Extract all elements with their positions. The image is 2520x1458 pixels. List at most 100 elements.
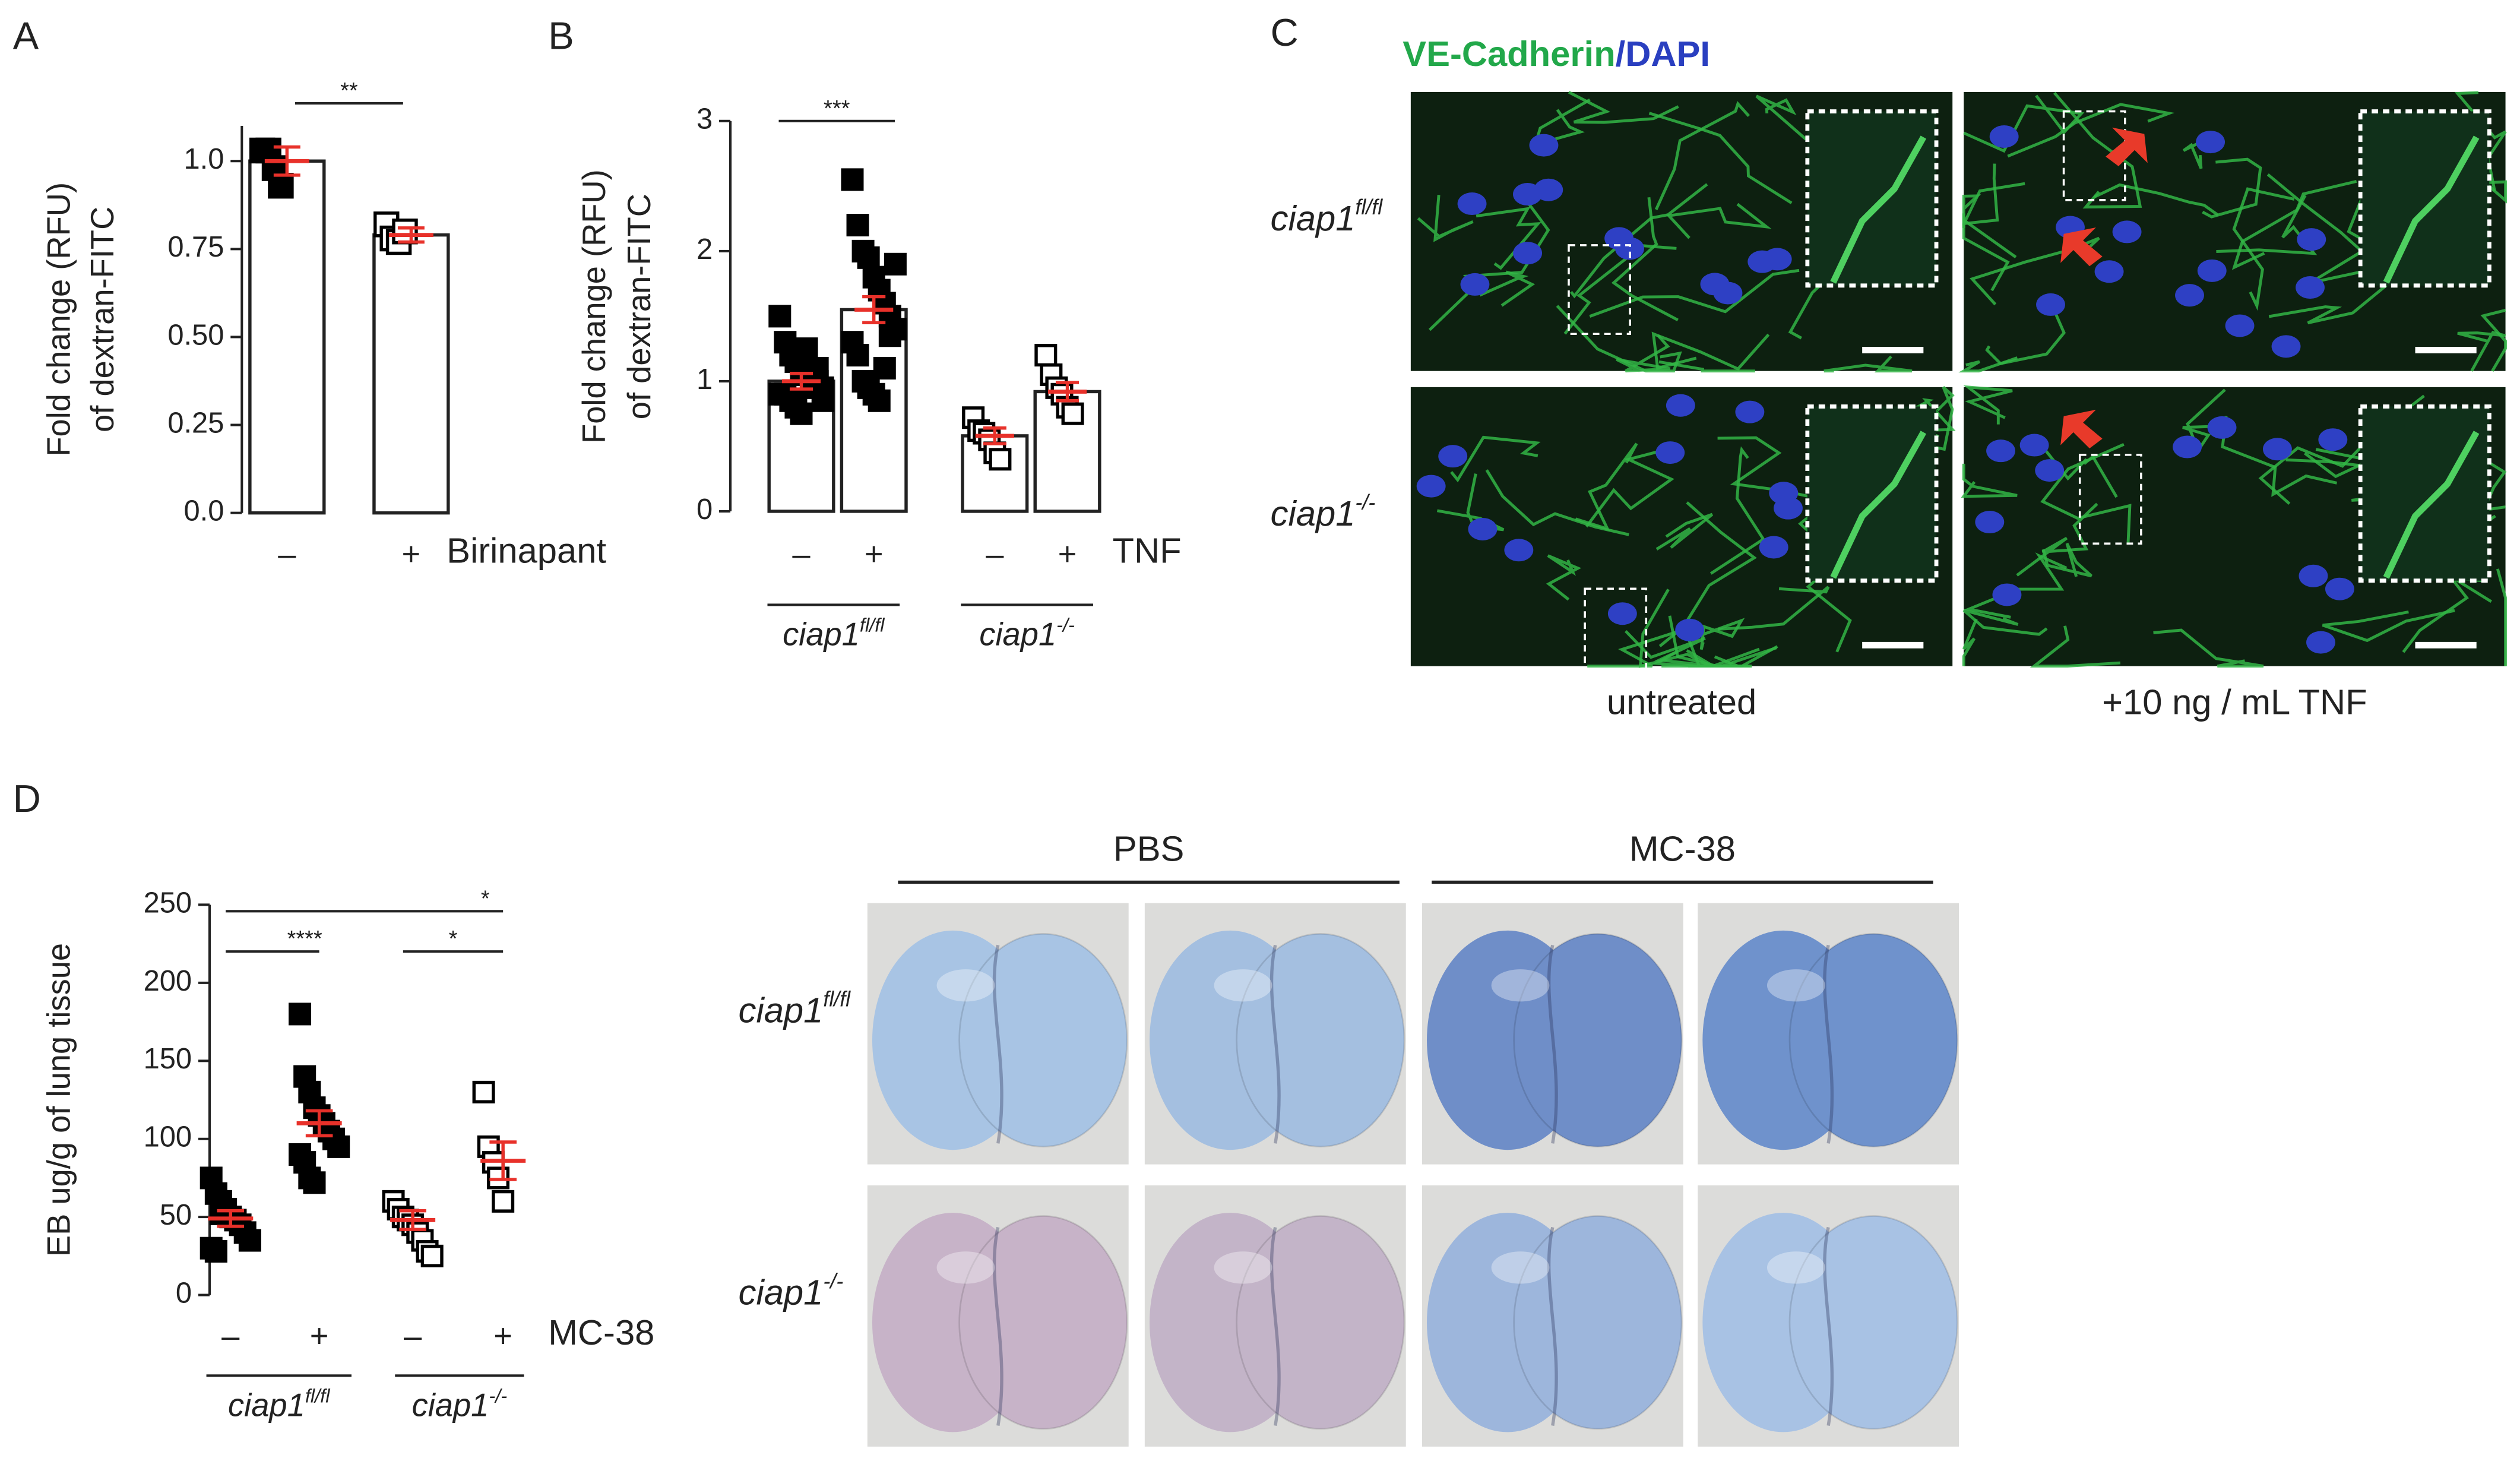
cell-junction — [1651, 331, 1770, 371]
micrograph — [1410, 386, 1956, 679]
nucleus — [1989, 125, 2019, 148]
cell-junction — [2231, 180, 2357, 270]
x-tick-label: + — [310, 1318, 329, 1354]
column-label: MC-38 — [1629, 829, 1736, 869]
nucleus — [2035, 459, 2065, 482]
nucleus — [1992, 583, 2022, 606]
cell-junction — [1655, 513, 1714, 551]
column-label: untreated — [1607, 682, 1756, 722]
significance-label: * — [481, 886, 490, 911]
cell-junction — [2153, 628, 2264, 668]
y-tick-label: 0.50 — [167, 319, 224, 351]
lung-fissure — [1270, 944, 1281, 1144]
y-tick-label: 1.0 — [184, 143, 224, 175]
nucleus — [2318, 428, 2348, 451]
highlight — [1214, 969, 1272, 1002]
lung-photo — [1698, 1185, 1959, 1447]
highlight — [936, 1251, 995, 1284]
data-point — [878, 324, 901, 347]
lung-photo — [1144, 1185, 1406, 1447]
lung-photo — [1422, 903, 1683, 1165]
micrograph — [1961, 385, 2508, 668]
cell-junction — [1417, 194, 1474, 242]
data-point — [795, 337, 818, 360]
inset-junction — [2383, 431, 2480, 579]
cell-junction — [1969, 236, 2100, 306]
y-axis-label: of dextran-FITC — [621, 194, 657, 419]
micrograph — [1958, 91, 2508, 373]
nucleus — [1457, 192, 1487, 216]
y-tick-label: 0.75 — [167, 231, 224, 263]
inset-junction — [1830, 431, 1927, 579]
inset-junction — [2383, 135, 2480, 284]
y-tick-label: 100 — [144, 1121, 192, 1153]
cell-junction — [2007, 103, 2175, 158]
x-axis-label: Birinapant — [447, 530, 606, 570]
lung-fissure — [1823, 944, 1834, 1144]
cell-junction — [1823, 355, 1913, 373]
lung-fissure — [1547, 944, 1558, 1144]
nucleus — [2196, 131, 2225, 154]
cell-junction — [1654, 100, 1750, 210]
nucleus — [2019, 434, 2049, 457]
cell-junction — [2030, 625, 2121, 668]
genotype-base: ciap1 — [1271, 494, 1356, 533]
data-point — [1061, 402, 1084, 425]
nucleus — [1713, 282, 1743, 305]
zoom-box — [2078, 454, 2142, 545]
nucleus — [1504, 539, 1534, 562]
y-tick-label: 0.25 — [167, 407, 224, 439]
y-tick-label: 0 — [176, 1277, 192, 1309]
data-point — [811, 389, 834, 412]
genotype-label: ciap1-/- — [739, 1270, 844, 1312]
cell-junction — [1688, 618, 1745, 650]
nucleus — [2325, 577, 2354, 600]
error-bar — [399, 1209, 426, 1231]
cell-junction — [1479, 270, 1536, 307]
cell-junction — [1961, 463, 2018, 498]
data-point — [1034, 344, 1058, 367]
lung-photo — [867, 1185, 1129, 1447]
error-bar — [983, 426, 1006, 445]
arrow — [2106, 127, 2148, 166]
cell-junction — [1587, 630, 1679, 668]
column-label: +10 ng / mL TNF — [2102, 682, 2367, 722]
stain-green: VE-Cadherin — [1403, 34, 1615, 74]
data-point — [768, 305, 792, 328]
cell-junction — [1985, 313, 2066, 365]
cell-junction — [2202, 157, 2262, 219]
x-tick-label: – — [221, 1318, 240, 1354]
x-tick-label: – — [404, 1318, 422, 1354]
highlight — [1491, 969, 1550, 1002]
lung-fissure — [992, 1226, 1003, 1426]
nucleus — [1759, 536, 1788, 559]
panel-label: A — [13, 14, 39, 58]
cell-junction — [1668, 615, 1777, 668]
highlight — [1214, 1251, 1272, 1284]
lung-lobe — [1788, 932, 1958, 1148]
error-bar — [489, 1140, 517, 1181]
data-point — [790, 402, 813, 425]
genotype-sup: -/- — [489, 1385, 507, 1406]
lung-lobe — [958, 932, 1128, 1148]
nucleus — [1513, 242, 1543, 265]
genotype-base: ciap1 — [228, 1387, 305, 1424]
genotype-base: ciap1 — [739, 990, 824, 1030]
x-axis-label: MC-38 — [548, 1312, 654, 1352]
lung-photo — [1698, 903, 1959, 1165]
x-tick-label: + — [1058, 536, 1077, 572]
data-point — [327, 1135, 350, 1158]
inset — [1805, 109, 1939, 288]
data-point — [989, 448, 1012, 471]
cell-junction — [2182, 388, 2226, 454]
inset — [1805, 404, 1939, 583]
genotype-label: ciap1-/- — [979, 614, 1075, 653]
nucleus — [2296, 276, 2325, 299]
data-point — [846, 344, 869, 367]
lung-fissure — [1270, 1226, 1281, 1426]
nucleus — [2112, 220, 2142, 243]
significance-label: ** — [340, 78, 358, 103]
cell-junction — [1962, 609, 2048, 636]
nucleus — [2094, 260, 2124, 283]
